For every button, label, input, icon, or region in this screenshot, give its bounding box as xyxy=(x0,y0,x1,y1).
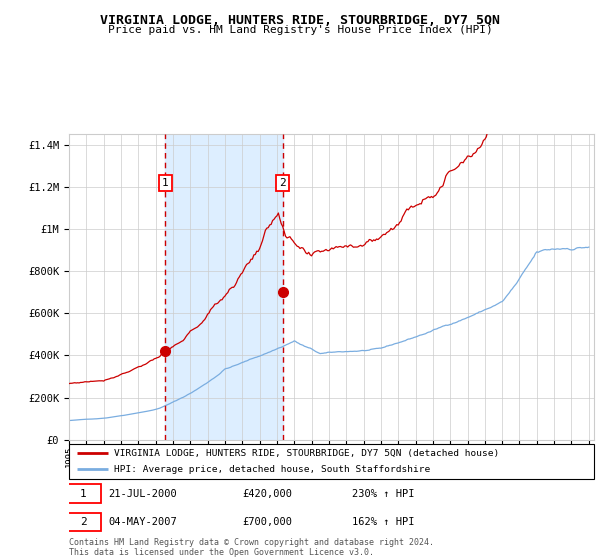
Text: 230% ↑ HPI: 230% ↑ HPI xyxy=(353,489,415,499)
Text: Contains HM Land Registry data © Crown copyright and database right 2024.
This d: Contains HM Land Registry data © Crown c… xyxy=(69,538,434,557)
Text: 162% ↑ HPI: 162% ↑ HPI xyxy=(353,517,415,527)
Text: £700,000: £700,000 xyxy=(242,517,292,527)
Text: 2: 2 xyxy=(80,517,87,527)
Text: VIRGINIA LODGE, HUNTERS RIDE, STOURBRIDGE, DY7 5QN (detached house): VIRGINIA LODGE, HUNTERS RIDE, STOURBRIDG… xyxy=(113,449,499,458)
Text: 2: 2 xyxy=(280,178,286,188)
FancyBboxPatch shape xyxy=(67,513,101,531)
Text: 1: 1 xyxy=(80,489,87,499)
FancyBboxPatch shape xyxy=(67,484,101,503)
FancyBboxPatch shape xyxy=(69,444,594,479)
Text: HPI: Average price, detached house, South Staffordshire: HPI: Average price, detached house, Sout… xyxy=(113,465,430,474)
Text: £420,000: £420,000 xyxy=(242,489,292,499)
Text: Price paid vs. HM Land Registry's House Price Index (HPI): Price paid vs. HM Land Registry's House … xyxy=(107,25,493,35)
Text: 21-JUL-2000: 21-JUL-2000 xyxy=(109,489,177,499)
Text: VIRGINIA LODGE, HUNTERS RIDE, STOURBRIDGE, DY7 5QN: VIRGINIA LODGE, HUNTERS RIDE, STOURBRIDG… xyxy=(100,14,500,27)
Text: 1: 1 xyxy=(162,178,169,188)
Bar xyxy=(165,134,283,440)
Text: 04-MAY-2007: 04-MAY-2007 xyxy=(109,517,177,527)
